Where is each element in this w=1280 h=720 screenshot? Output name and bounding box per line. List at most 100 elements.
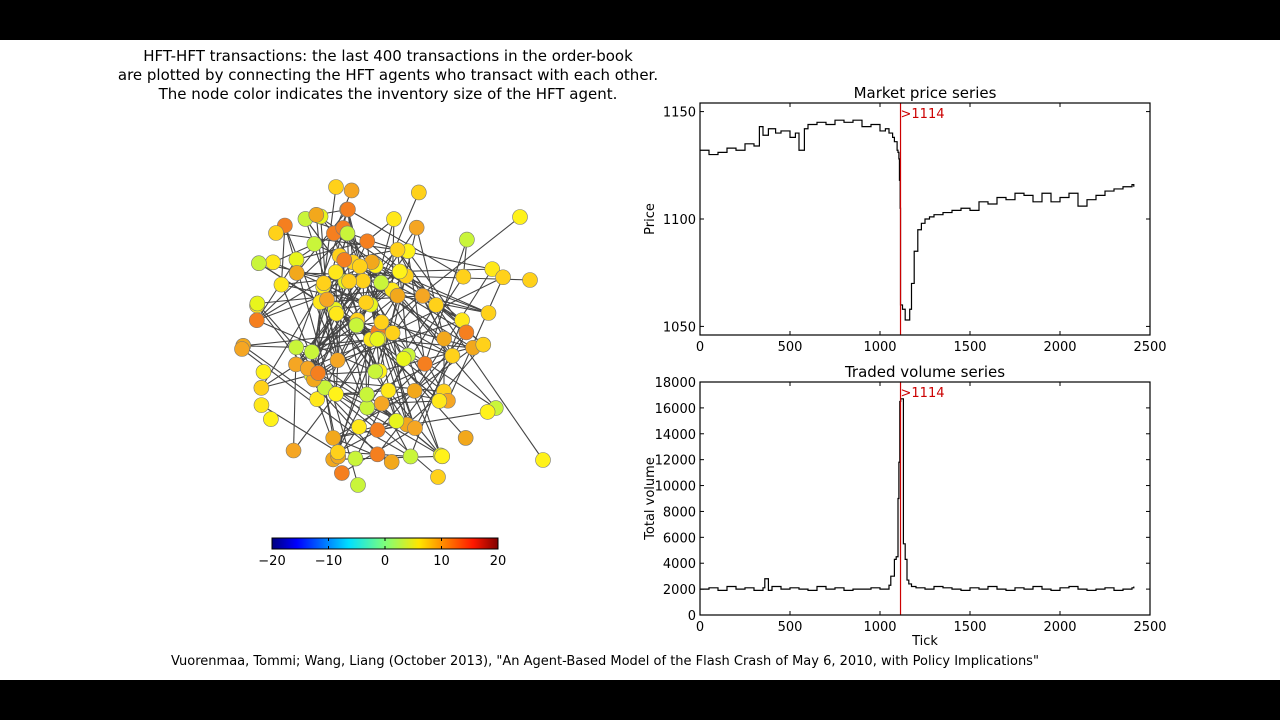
network-edge (380, 282, 449, 402)
network-node (319, 291, 335, 308)
x-tick-label: 0 (696, 620, 704, 635)
network-node (391, 263, 408, 280)
network-edge (377, 355, 453, 455)
network-node (428, 297, 444, 313)
caption-line-3: The node color indicates the inventory s… (158, 85, 618, 103)
network-node (414, 288, 431, 304)
network-node (308, 207, 325, 223)
network-node (288, 251, 305, 268)
network-node (434, 448, 451, 465)
chart-title: Traded volume series (844, 363, 1005, 381)
chart-title: Market price series (854, 84, 997, 102)
network-node (340, 201, 356, 218)
network-node (315, 275, 332, 291)
network-node (351, 419, 367, 435)
network-node (431, 393, 448, 409)
network-node (263, 411, 279, 427)
colorbar-tick-label: 20 (490, 554, 507, 569)
colorbar-tick-label: 0 (381, 554, 389, 569)
network-node (402, 448, 419, 465)
network-node (444, 348, 461, 364)
network-node (407, 420, 423, 436)
x-tick-label: 500 (778, 620, 803, 635)
network-node (355, 273, 371, 289)
series-line (700, 398, 1135, 592)
network-node (430, 469, 446, 485)
network-node (495, 269, 511, 286)
y-axis-label: Price (643, 203, 658, 235)
network-node (248, 312, 265, 329)
network-node (408, 219, 425, 236)
network-node (369, 331, 386, 347)
network-edge (414, 332, 467, 392)
network-node (535, 452, 551, 468)
colorbar-tick-label: 10 (433, 554, 450, 569)
network-node (374, 395, 390, 412)
y-tick-label: 16000 (655, 402, 696, 417)
network-edge (377, 331, 497, 409)
network-edge (407, 355, 442, 456)
network-edge (399, 268, 493, 272)
network-edge (447, 277, 504, 401)
network-node (348, 317, 365, 334)
plot-frame (699, 381, 1151, 616)
y-tick-label: 2000 (663, 583, 696, 598)
network-node (373, 314, 390, 330)
network-node (328, 305, 345, 322)
x-axis-label: Tick (911, 634, 938, 649)
network-edge (311, 338, 372, 353)
letterbox-bottom (0, 680, 1280, 720)
network-node (406, 383, 423, 399)
network-edge (356, 271, 401, 321)
network-edge (392, 295, 424, 334)
figure-canvas (0, 40, 1280, 680)
network-node (479, 404, 496, 420)
network-edge (319, 301, 368, 408)
network-node (328, 386, 344, 402)
network-node (389, 287, 406, 304)
network-edge (243, 345, 297, 348)
y-tick-label: 1100 (663, 213, 696, 228)
y-tick-label: 10000 (655, 480, 696, 495)
network-node (358, 294, 374, 311)
network-node (265, 254, 281, 271)
network-node (373, 274, 389, 291)
x-tick-label: 2500 (1133, 620, 1166, 635)
network-node (288, 339, 304, 356)
network-node (388, 413, 405, 429)
y-tick-label: 0 (688, 609, 696, 624)
colorbar-tick-label: −20 (258, 554, 285, 569)
x-tick-label: 500 (778, 340, 803, 355)
network-node (458, 324, 475, 341)
series-line (700, 119, 1135, 321)
hft-network-graph (234, 179, 551, 493)
network-node (273, 276, 290, 293)
caption-line-2: are plotted by connecting the HFT agents… (117, 66, 659, 84)
network-node (341, 273, 357, 290)
citation: Vuorenmaa, Tommi; Wang, Liang (October 2… (171, 654, 1039, 669)
network-node (455, 268, 472, 285)
x-tick-label: 2000 (1043, 340, 1076, 355)
network-node (512, 209, 528, 225)
network-node (327, 264, 344, 280)
y-tick-label: 14000 (655, 428, 696, 443)
network-edge (358, 426, 411, 457)
network-node (352, 258, 368, 275)
network-node (325, 430, 342, 446)
network-node (249, 295, 266, 312)
network-node (384, 325, 401, 341)
x-tick-label: 2500 (1133, 340, 1166, 355)
network-edge (332, 390, 415, 439)
y-tick-label: 12000 (655, 454, 696, 469)
network-node (309, 391, 325, 408)
colorbar: −20 −10 0 10 20 (258, 537, 507, 569)
network-node (459, 231, 475, 248)
network-node (255, 364, 272, 380)
network-node (475, 336, 492, 353)
x-tick-label: 1500 (953, 340, 986, 355)
network-edge (323, 282, 378, 340)
network-node (304, 344, 320, 360)
network-edge (296, 209, 349, 274)
network-node (359, 233, 376, 250)
annotation-label: >1114 (901, 386, 945, 401)
